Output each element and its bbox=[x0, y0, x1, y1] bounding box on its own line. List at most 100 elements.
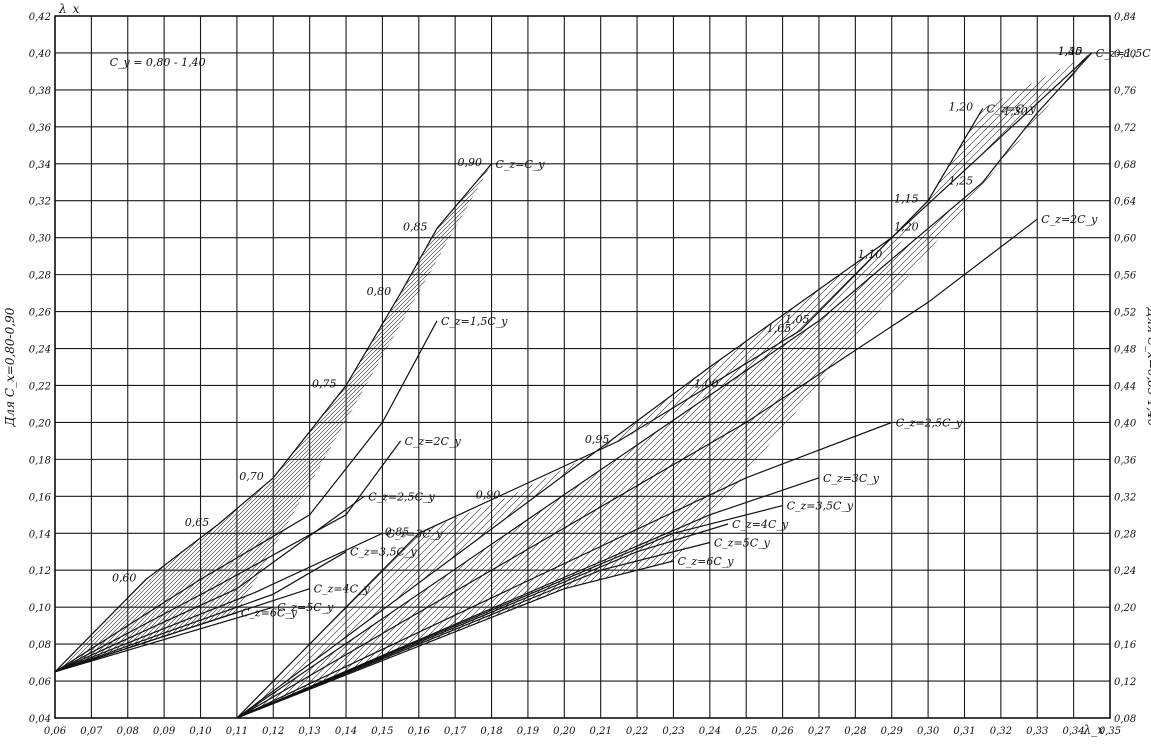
hatch-line bbox=[309, 52, 1013, 718]
hatch-line bbox=[557, 52, 1092, 718]
hatch-line bbox=[872, 16, 1151, 718]
right-tick-label: 0,28 bbox=[1114, 529, 1136, 540]
hatch-line bbox=[243, 163, 492, 672]
hatch-line bbox=[753, 52, 1092, 718]
hatch-line bbox=[720, 16, 1151, 718]
hatch-line bbox=[648, 16, 1151, 718]
hatch-line bbox=[795, 52, 1092, 718]
hatch-line bbox=[723, 52, 1092, 718]
hatch-line bbox=[267, 163, 492, 672]
x-tick-label: 0,07 bbox=[80, 726, 103, 737]
hatch-line bbox=[0, 16, 142, 718]
hatch-line bbox=[1054, 52, 1092, 718]
hatch-line bbox=[363, 52, 1067, 718]
hatch-line bbox=[543, 52, 1092, 718]
hatch-line bbox=[820, 16, 1151, 718]
hatch-line bbox=[295, 163, 492, 672]
hatch-line bbox=[700, 16, 1151, 718]
x-tick-label: 0,35 bbox=[1099, 726, 1121, 737]
hatch-line bbox=[419, 163, 492, 672]
hatch-line bbox=[891, 52, 1092, 718]
hatch-line bbox=[608, 16, 1151, 718]
right-ratio-label: C_z=5C_y bbox=[714, 537, 771, 550]
hatch-line bbox=[55, 163, 439, 672]
hatch-line bbox=[639, 52, 1092, 718]
hatch-line bbox=[532, 16, 1151, 718]
hatch-line bbox=[1071, 52, 1092, 718]
left-ratio-label: C_z=2,5C_y bbox=[368, 490, 435, 503]
axes: 0,06 0,07 0,08 0,09 0,10 0,11 0,12 0,13 0,14 0,15… bbox=[3, 2, 1151, 737]
hatch-line bbox=[893, 52, 1092, 718]
hatch-line bbox=[283, 163, 492, 672]
hatch-line bbox=[315, 52, 1019, 718]
right-ratio-label: C_z=3,5C_y bbox=[787, 500, 854, 513]
hatch-line bbox=[242, 52, 946, 718]
left-curve bbox=[54, 551, 347, 673]
hatch-line bbox=[452, 52, 1092, 718]
right-tick-label: 0,32 bbox=[1114, 492, 1136, 503]
hatch-line bbox=[55, 163, 143, 672]
hatch-line bbox=[71, 163, 492, 672]
hatch-line bbox=[592, 52, 1092, 718]
hatch-line bbox=[237, 52, 941, 718]
hatch-line bbox=[405, 52, 1092, 718]
hatch-line bbox=[813, 52, 1092, 718]
hatch-line bbox=[236, 52, 677, 718]
right-tick-label: 0,12 bbox=[1114, 677, 1136, 688]
hatch-line bbox=[236, 52, 750, 718]
hatch-line bbox=[676, 16, 1151, 718]
hatch-line bbox=[55, 163, 492, 672]
right-edge-label: 1,20 bbox=[949, 100, 974, 113]
right-second-edge-label: 1,30 bbox=[1003, 105, 1028, 118]
left-tick-label: 0,32 bbox=[29, 197, 51, 208]
hatch-line bbox=[728, 16, 1151, 718]
hatch-line bbox=[783, 52, 1092, 718]
x-tick-label: 0,33 bbox=[1026, 726, 1048, 737]
x-tick-label: 0,22 bbox=[626, 726, 648, 737]
hatch-line bbox=[236, 52, 689, 718]
hatch-line bbox=[752, 16, 1151, 718]
hatch-line bbox=[0, 16, 178, 718]
hatch-line bbox=[236, 52, 400, 718]
left-ratio-label: C_z=3C_y bbox=[386, 527, 443, 540]
hatch-line bbox=[823, 52, 1092, 718]
right-second-edge-label: 1,40 bbox=[1058, 45, 1083, 58]
hatch-line bbox=[519, 52, 1092, 718]
hatch-line bbox=[479, 163, 492, 672]
hatch-line bbox=[465, 52, 1092, 718]
hatch-line bbox=[789, 52, 1092, 718]
hatch-line bbox=[592, 16, 1151, 718]
hatch-line bbox=[704, 16, 1151, 718]
left-tick-label: 0,30 bbox=[29, 234, 52, 245]
hatch-line bbox=[739, 52, 1092, 718]
hatch-line bbox=[732, 16, 1151, 718]
x-tick-label: 0,18 bbox=[480, 726, 502, 737]
hatch-line bbox=[692, 16, 1151, 718]
hatch-line bbox=[684, 16, 1151, 718]
hatch-line bbox=[513, 52, 1092, 718]
hatch-line bbox=[567, 52, 1092, 718]
hatch-line bbox=[515, 52, 1092, 718]
hatch-line bbox=[858, 52, 1092, 718]
hatch-line bbox=[804, 16, 1151, 718]
left-ratio-label: C_z=4C_y bbox=[314, 583, 371, 596]
right-curve bbox=[236, 523, 729, 719]
hatch-line bbox=[788, 52, 1092, 718]
x-tick-label: 0,12 bbox=[262, 726, 284, 737]
left-edge-label: 0,75 bbox=[312, 377, 337, 390]
x-tick-label: 0,15 bbox=[371, 726, 393, 737]
hatch-line bbox=[407, 163, 492, 672]
hatch-line bbox=[812, 16, 1151, 718]
hatch-line bbox=[236, 52, 687, 718]
hatch-line bbox=[746, 52, 1092, 718]
x-tick-label: 0,14 bbox=[335, 726, 357, 737]
hatch-line bbox=[609, 52, 1092, 718]
hatch-line bbox=[239, 163, 492, 672]
hatch-line bbox=[0, 16, 2, 718]
hatch-line bbox=[236, 52, 757, 718]
hatch-line bbox=[0, 16, 136, 718]
hatch-line bbox=[55, 163, 131, 672]
right-curve bbox=[236, 541, 710, 719]
hatch-line bbox=[435, 52, 1092, 718]
hatch-line bbox=[780, 16, 1151, 718]
